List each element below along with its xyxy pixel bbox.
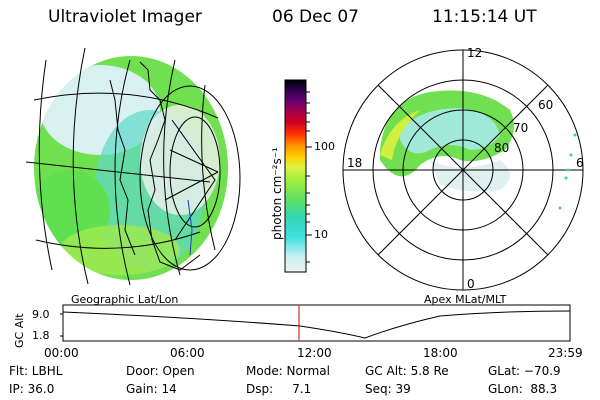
mlat-label-80: 80 xyxy=(494,141,510,155)
gc-alt-xtick-0600: 06:00 xyxy=(170,346,205,360)
status-gain: Gain: 14 xyxy=(126,382,177,396)
status-gc-alt: GC Alt: 5.8 Re xyxy=(365,364,449,378)
colorbar-tick-10: 10 xyxy=(314,228,328,241)
colorbar-label: photon cm⁻²s⁻¹ xyxy=(270,147,284,240)
mlt-label-6: 6 xyxy=(576,156,584,170)
mlat-label-60: 60 xyxy=(538,98,554,112)
gc-alt-xtick-1200: 12:00 xyxy=(297,346,332,360)
gc-alt-xtick-0000: 00:00 xyxy=(44,346,79,360)
gc-alt-xtick-2359: 23:59 xyxy=(548,346,583,360)
gc-alt-ytick-9: 9.0 xyxy=(32,308,50,321)
status-seq: Seq: 39 xyxy=(365,382,411,396)
mlt-label-0: 0 xyxy=(467,277,475,291)
status-flt: Flt: LBHL xyxy=(9,364,63,378)
mlt-label-12: 12 xyxy=(467,46,483,60)
observation-time: 11:15:14 UT xyxy=(432,7,537,27)
right-panel-caption: Apex MLat/MLT xyxy=(424,293,507,306)
status-glat: GLat: −70.9 xyxy=(488,364,561,378)
gc-alt-ytick-1-8: 1.8 xyxy=(32,329,50,342)
mlt-label-18: 18 xyxy=(347,156,363,170)
gc-alt-xtick-1800: 18:00 xyxy=(423,346,458,360)
mlat-label-70: 70 xyxy=(513,121,529,135)
status-door: Door: Open xyxy=(126,364,195,378)
colorbar-tick-100: 100 xyxy=(314,140,335,153)
gc-alt-ylabel: GC Alt xyxy=(13,313,26,348)
status-mode: Mode: Normal xyxy=(246,364,330,378)
status-glon: GLon: 88.3 xyxy=(488,382,558,396)
left-panel-caption: Geographic Lat/Lon xyxy=(71,293,179,306)
status-ip: IP: 36.0 xyxy=(9,382,55,396)
instrument-title: Ultraviolet Imager xyxy=(48,7,202,27)
status-dsp: Dsp: 7.1 xyxy=(246,382,312,396)
observation-date: 06 Dec 07 xyxy=(272,7,359,27)
